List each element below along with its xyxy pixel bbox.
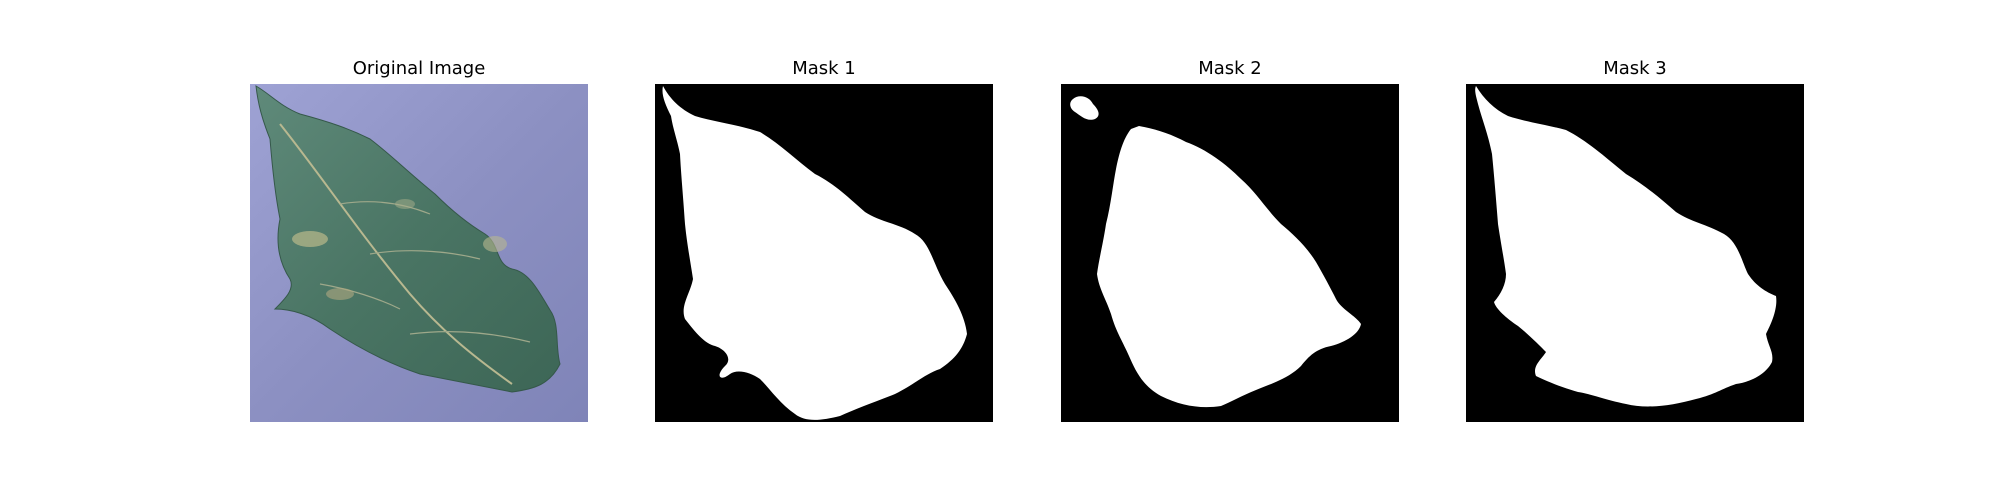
leaf-shape [255, 85, 561, 393]
panel-title-mask-3: Mask 3 [1603, 58, 1667, 79]
leaf-photo [250, 84, 588, 422]
mask-1-image [655, 84, 993, 422]
leaf-lesion-1 [292, 231, 328, 247]
mask-3-foreground [1475, 86, 1777, 407]
mask-3-panel [1466, 84, 1804, 422]
mask-1-panel [655, 84, 993, 422]
leaf-vein-1 [339, 201, 431, 215]
leaf-lesion-4 [395, 199, 415, 209]
mask-2-foreground [1097, 126, 1361, 408]
mask-1-foreground [662, 86, 967, 420]
mask-2-speckle [1070, 96, 1099, 120]
leaf-vein-2 [369, 250, 481, 260]
original-image-panel [250, 84, 588, 422]
leaf-vein-3 [319, 283, 401, 310]
leaf-lesion-2 [326, 288, 354, 300]
mask-2-panel [1061, 84, 1399, 422]
leaf-lesion-3 [483, 236, 507, 252]
panel-title-mask-2: Mask 2 [1198, 58, 1262, 79]
panel-title-original: Original Image [352, 58, 486, 79]
leaf-midrib [279, 123, 513, 385]
panel-title-mask-1: Mask 1 [792, 58, 856, 79]
mask-3-image [1466, 84, 1804, 422]
mask-2-image [1061, 84, 1399, 422]
leaf-vein-4 [409, 331, 531, 343]
